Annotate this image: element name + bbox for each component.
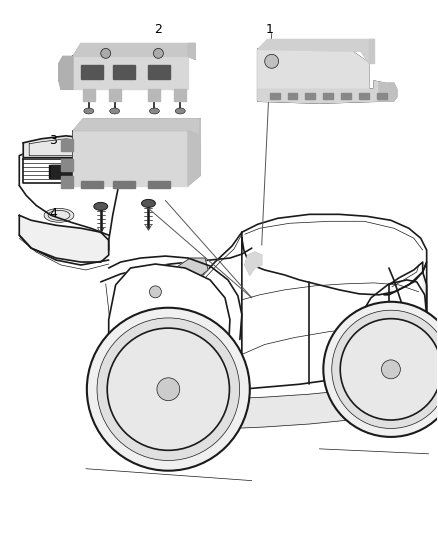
Polygon shape [305, 93, 315, 99]
Polygon shape [258, 39, 374, 63]
Polygon shape [148, 65, 170, 79]
Polygon shape [188, 43, 195, 59]
Polygon shape [73, 131, 188, 185]
Polygon shape [369, 39, 374, 63]
Circle shape [101, 49, 111, 58]
Polygon shape [81, 65, 103, 79]
Polygon shape [379, 83, 397, 101]
Ellipse shape [44, 208, 74, 222]
Polygon shape [19, 215, 109, 262]
Text: 3: 3 [49, 134, 57, 147]
Polygon shape [61, 139, 73, 151]
Ellipse shape [323, 302, 438, 437]
Polygon shape [113, 181, 134, 189]
Polygon shape [417, 340, 427, 361]
Polygon shape [61, 159, 73, 171]
Circle shape [149, 286, 161, 298]
Text: 1: 1 [266, 23, 274, 36]
Polygon shape [174, 89, 186, 101]
Text: 4: 4 [49, 207, 57, 220]
Polygon shape [417, 365, 427, 391]
Polygon shape [64, 165, 77, 177]
Polygon shape [59, 56, 73, 89]
Ellipse shape [332, 310, 438, 429]
Polygon shape [148, 181, 170, 189]
Polygon shape [323, 93, 333, 99]
Polygon shape [377, 93, 387, 99]
Polygon shape [23, 136, 109, 158]
Polygon shape [109, 379, 427, 429]
Ellipse shape [84, 108, 94, 114]
Ellipse shape [94, 203, 108, 211]
Polygon shape [113, 268, 175, 389]
Polygon shape [258, 81, 384, 103]
Polygon shape [270, 93, 279, 99]
Ellipse shape [107, 328, 230, 450]
Ellipse shape [340, 319, 438, 420]
Polygon shape [245, 252, 262, 275]
Ellipse shape [381, 360, 400, 379]
Ellipse shape [87, 308, 250, 471]
Ellipse shape [149, 108, 159, 114]
Polygon shape [51, 165, 64, 177]
Polygon shape [73, 43, 195, 59]
Polygon shape [359, 93, 369, 99]
Circle shape [153, 49, 163, 58]
Polygon shape [113, 65, 134, 79]
Polygon shape [148, 89, 160, 101]
Polygon shape [258, 50, 369, 89]
Polygon shape [83, 89, 95, 101]
Circle shape [265, 54, 279, 68]
Polygon shape [73, 56, 188, 89]
Polygon shape [61, 175, 73, 188]
Text: 2: 2 [155, 23, 162, 36]
Polygon shape [49, 165, 79, 177]
Polygon shape [155, 258, 208, 280]
Polygon shape [354, 272, 427, 419]
Polygon shape [109, 264, 230, 419]
Ellipse shape [97, 318, 240, 461]
Polygon shape [188, 119, 200, 185]
Polygon shape [288, 93, 297, 99]
Ellipse shape [157, 378, 180, 401]
Polygon shape [341, 93, 351, 99]
Polygon shape [73, 119, 200, 136]
Ellipse shape [110, 108, 120, 114]
Polygon shape [109, 89, 120, 101]
Polygon shape [81, 181, 103, 189]
Polygon shape [188, 131, 200, 185]
Ellipse shape [175, 108, 185, 114]
Ellipse shape [141, 199, 155, 207]
